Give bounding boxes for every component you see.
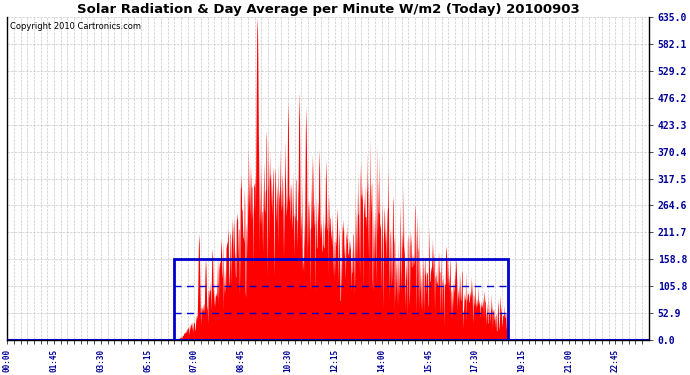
- Text: Copyright 2010 Cartronics.com: Copyright 2010 Cartronics.com: [10, 22, 141, 31]
- Bar: [175, 259, 509, 340]
- Title: Solar Radiation & Day Average per Minute W/m2 (Today) 20100903: Solar Radiation & Day Average per Minute…: [77, 3, 580, 16]
